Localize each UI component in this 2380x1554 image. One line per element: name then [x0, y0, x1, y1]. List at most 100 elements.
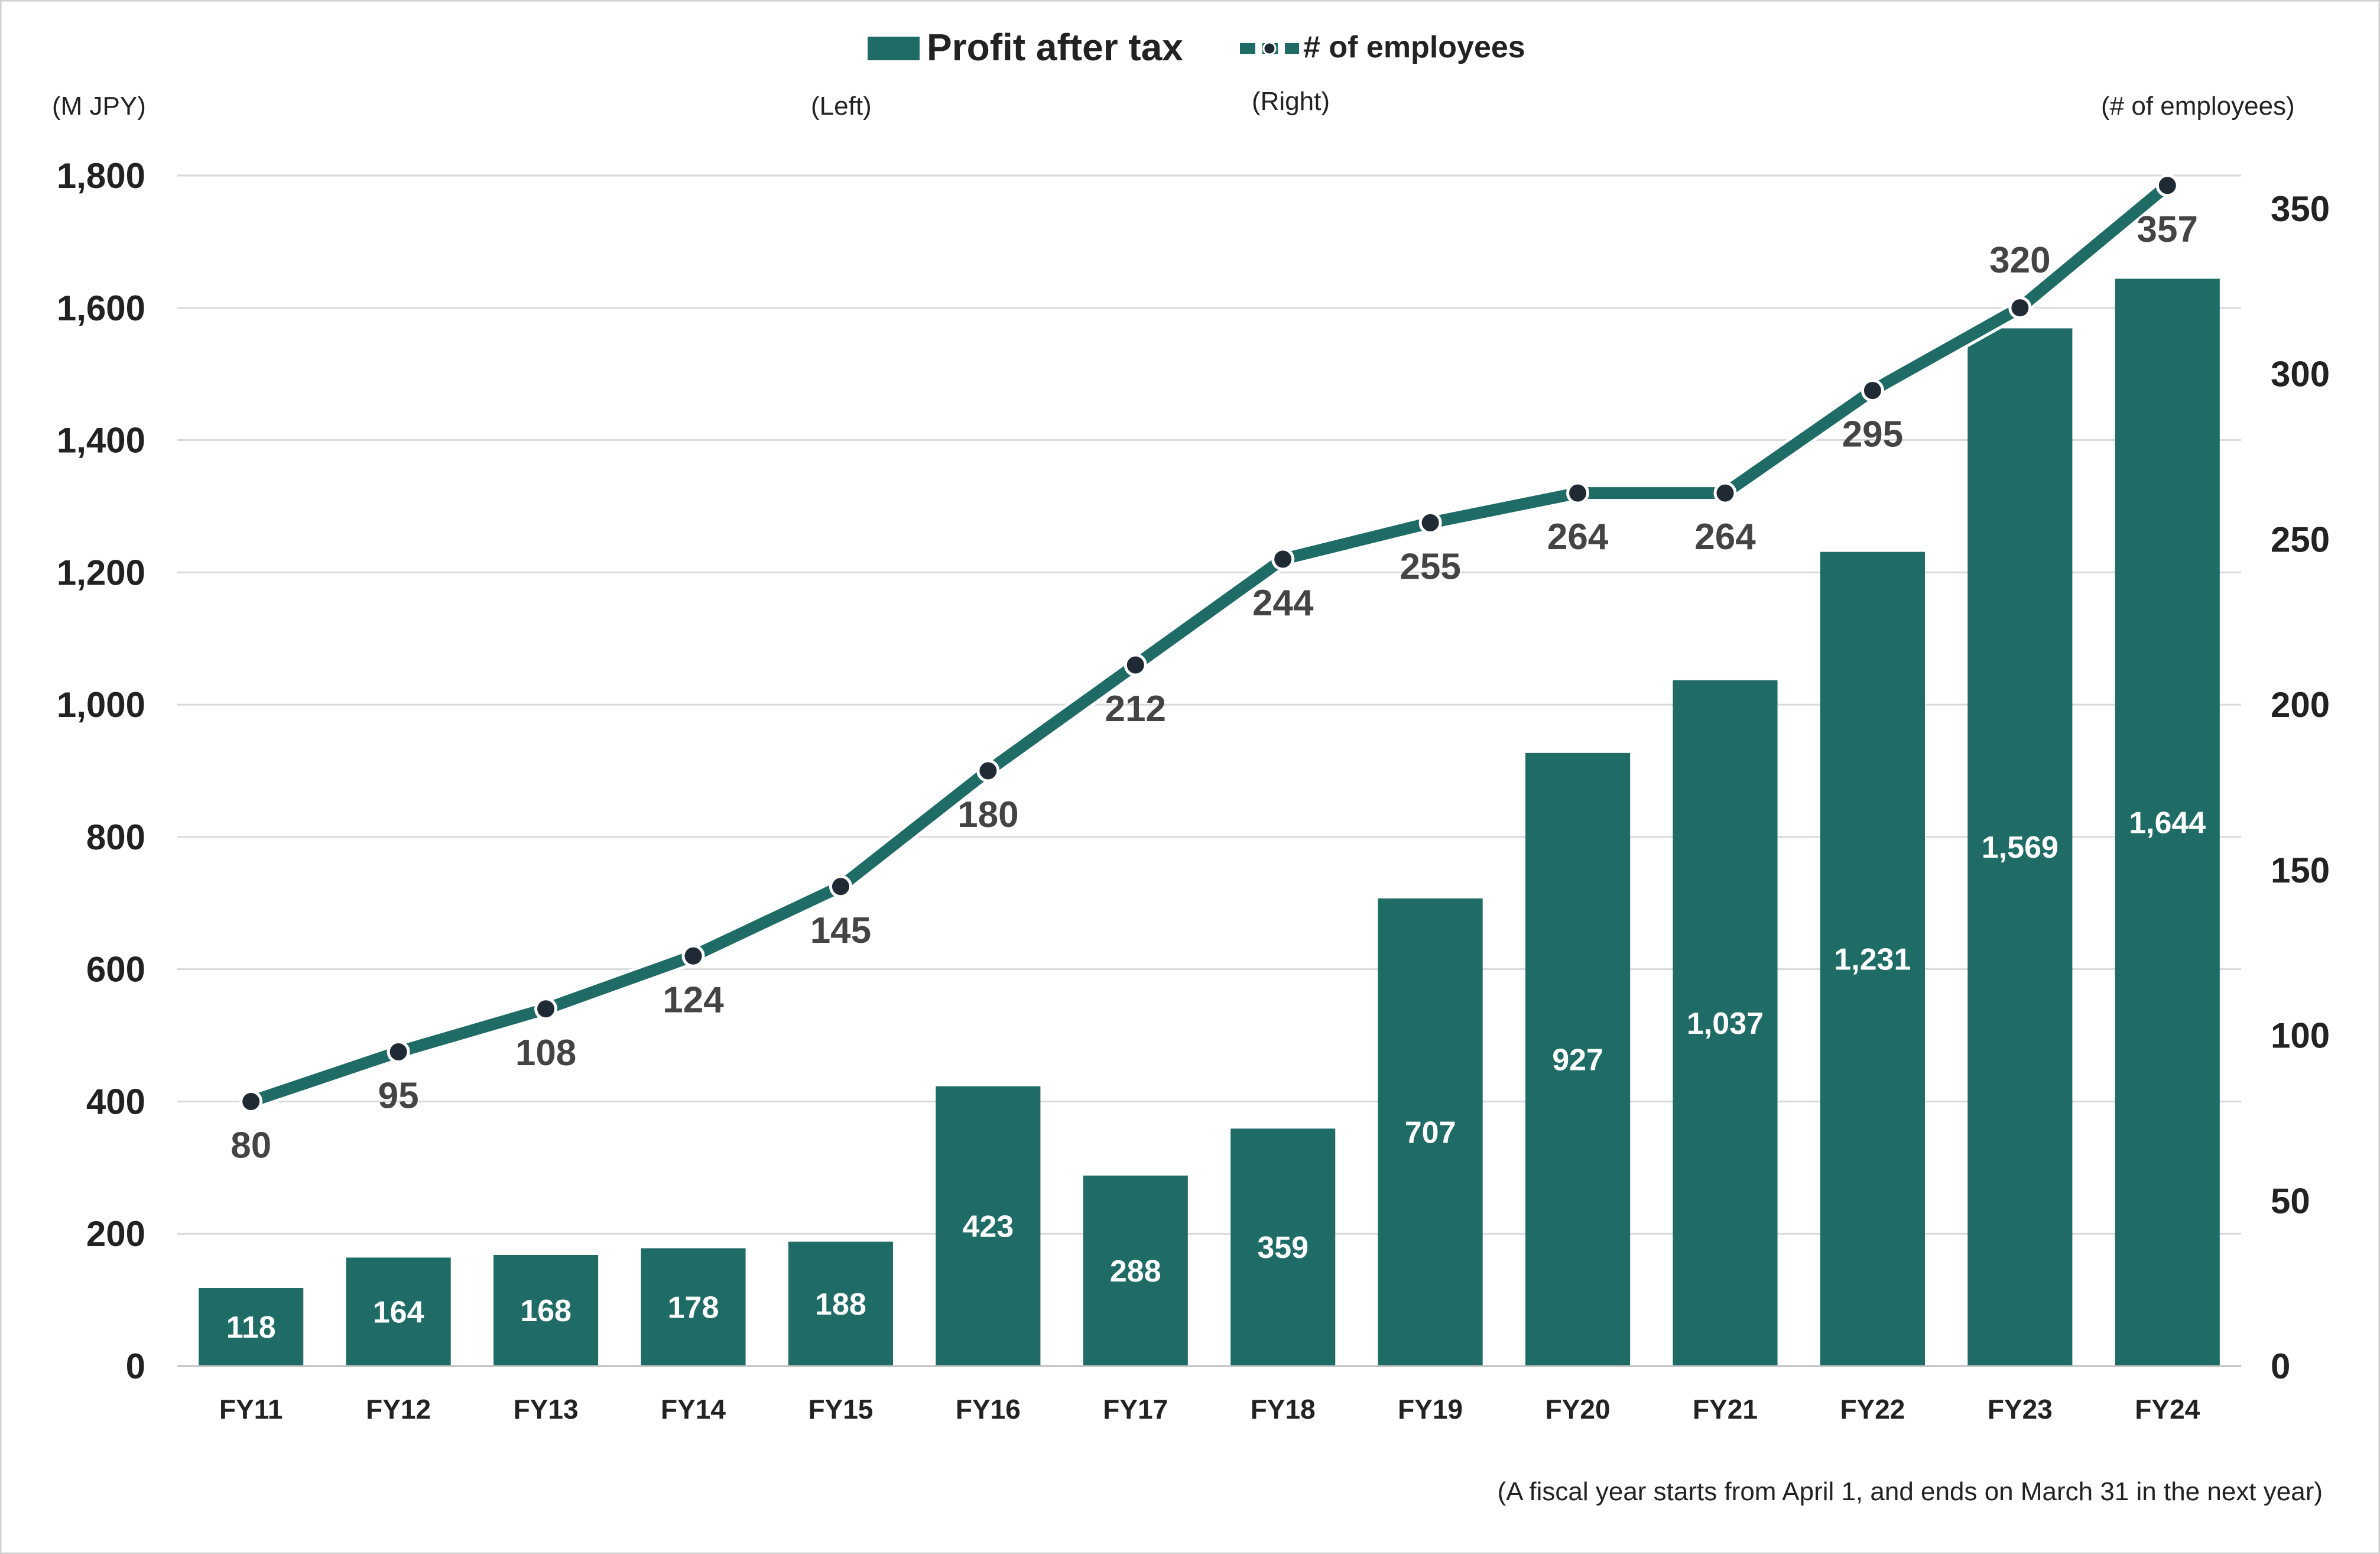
line-point — [681, 944, 705, 968]
bar-value-label: 168 — [520, 1294, 572, 1328]
x-tick-label: FY24 — [2135, 1394, 2200, 1425]
data-labels: 118 164 168 178 188 423 288 359 707 927 1,037 1,231… — [226, 209, 2206, 1345]
line-point — [1861, 379, 1884, 403]
right-tick-label: 150 — [2271, 851, 2330, 890]
left-tick-label: 1,000 — [57, 685, 145, 725]
line-value-label: 264 — [1547, 517, 1609, 557]
legend-line-label: # of employees — [1303, 30, 1525, 64]
bar — [493, 1255, 599, 1366]
line-point — [1566, 481, 1590, 505]
left-tick-label: 1,200 — [57, 553, 145, 592]
right-tick-label: 100 — [2271, 1016, 2330, 1056]
line-point — [1271, 547, 1295, 571]
bar-value-label: 118 — [226, 1310, 276, 1345]
x-tick-label: FY16 — [956, 1394, 1021, 1425]
left-tick-label: 1,600 — [57, 288, 145, 328]
right-tick-label: 50 — [2271, 1181, 2310, 1221]
bar-value-label: 188 — [815, 1287, 866, 1322]
left-tick-label: 800 — [86, 817, 145, 857]
right-tick-label: 300 — [2271, 355, 2330, 394]
line-point — [534, 997, 558, 1021]
line-value-label: 255 — [1400, 546, 1460, 587]
employee-line — [239, 174, 2179, 1113]
line-value-label: 295 — [1842, 414, 1903, 455]
x-tick-label: FY22 — [1840, 1394, 1905, 1425]
line-value-label: 212 — [1105, 689, 1166, 729]
legend-line-swatch — [1240, 41, 1299, 56]
line-point — [1713, 481, 1737, 505]
line-point — [2155, 174, 2179, 197]
x-tick-label: FY11 — [219, 1394, 283, 1425]
bars — [199, 278, 2220, 1367]
bar-value-label: 1,569 — [1982, 830, 2058, 865]
bar — [1673, 680, 1778, 1366]
bar — [199, 1287, 304, 1366]
left-tick-label: 600 — [86, 950, 145, 990]
line-point — [387, 1040, 410, 1064]
line-value-label: 95 — [378, 1076, 419, 1117]
bar — [1525, 752, 1631, 1366]
bar — [1378, 898, 1483, 1366]
bar-value-label: 927 — [1552, 1043, 1603, 1077]
left-tick-label: 200 — [86, 1214, 145, 1254]
line-point — [1124, 653, 1147, 677]
line-value-label: 108 — [515, 1033, 576, 1073]
left-tick-label: 1,800 — [57, 156, 145, 196]
line-value-label: 124 — [663, 979, 724, 1020]
left-tick-label: 1,400 — [57, 421, 145, 460]
line-value-label: 357 — [2137, 209, 2198, 250]
bar-value-label: 423 — [962, 1209, 1014, 1244]
bar-value-label: 1,037 — [1687, 1007, 1764, 1041]
x-tick-label: FY15 — [808, 1394, 873, 1425]
line-series — [249, 181, 2171, 1107]
bar — [788, 1241, 893, 1366]
x-tick-label: FY19 — [1398, 1394, 1463, 1425]
bar-value-label: 1,231 — [1834, 942, 1911, 976]
left-tag: (Left) — [811, 92, 872, 121]
line-point — [976, 759, 1000, 783]
line-point — [2008, 296, 2032, 320]
x-tick-label: FY14 — [661, 1394, 726, 1425]
bar-value-label: 288 — [1110, 1254, 1161, 1289]
right-tick-label: 0 — [2271, 1347, 2290, 1386]
axes: 0 200 400 600 800 1,000 1,200 1,400 1,600 1,800 0 5… — [57, 156, 2330, 1425]
legend-bar-label: Profit after tax — [927, 26, 1183, 69]
left-axis-unit: (M JPY) — [52, 92, 146, 121]
bar-value-label: 164 — [373, 1295, 424, 1329]
x-tick-label: FY23 — [1988, 1394, 2053, 1425]
left-tick-label: 0 — [126, 1347, 145, 1386]
legend-bar-swatch — [868, 37, 920, 60]
x-tick-label: FY13 — [514, 1394, 579, 1425]
x-tick-label: FY20 — [1545, 1394, 1611, 1425]
line-point — [829, 875, 852, 898]
footnote: (A fiscal year starts from April 1, and … — [1498, 1477, 2323, 1506]
right-tick-label: 200 — [2271, 685, 2330, 725]
x-tick-label: FY12 — [366, 1394, 431, 1425]
bar — [1820, 551, 1925, 1367]
bar — [346, 1257, 451, 1366]
line-value-label: 145 — [810, 910, 871, 951]
bar-value-label: 1,644 — [2129, 806, 2206, 840]
bar-value-label: 178 — [668, 1290, 719, 1325]
right-tick-label: 350 — [2271, 189, 2330, 229]
bar — [2115, 278, 2220, 1367]
left-tick-label: 400 — [86, 1082, 145, 1121]
line-value-label: 244 — [1252, 583, 1314, 624]
line-value-label: 180 — [957, 794, 1018, 835]
bar-value-label: 359 — [1257, 1231, 1308, 1265]
right-tag: (Right) — [1252, 87, 1330, 116]
right-axis-unit: (# of employees) — [2101, 92, 2295, 121]
bar — [1083, 1175, 1188, 1366]
x-tick-label: FY17 — [1103, 1394, 1168, 1425]
line-value-label: 320 — [1989, 240, 2050, 281]
x-tick-label: FY21 — [1693, 1394, 1758, 1425]
line-value-label: 264 — [1694, 517, 1756, 557]
line-point — [239, 1089, 263, 1113]
legend: Profit after tax # of employees — [868, 26, 1525, 69]
right-tick-label: 250 — [2271, 520, 2330, 559]
line-point — [1418, 511, 1442, 534]
bar — [936, 1086, 1041, 1366]
line-value-label: 80 — [230, 1125, 271, 1166]
